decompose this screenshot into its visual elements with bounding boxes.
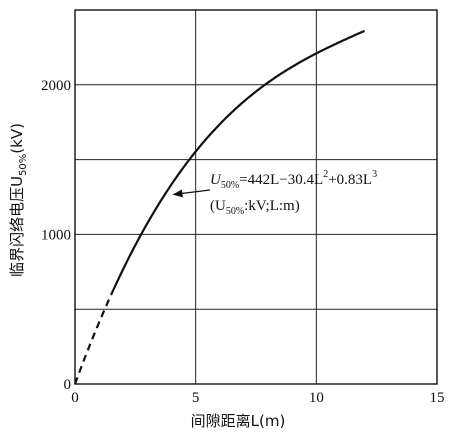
x-axis-title: 间隙距离L(m) [191,412,286,430]
y-tick-label-1000: 1000 [41,227,71,243]
x-tick-label-15: 15 [430,390,445,406]
y-axis-title-sub: 50% [18,154,29,176]
x-tick-label-10: 10 [309,390,324,406]
series-layer [73,29,366,385]
y-tick-label-2000: 2000 [41,78,71,94]
formula-annotation: U50%=442L−30.4L2+0.83L3 (U50%:kV;L:m) [172,169,377,217]
formula-line: U50%=442L−30.4L2+0.83L3 [210,169,377,191]
grid-lines [75,10,437,384]
x-tick-label-0: 0 [71,390,79,406]
y-axis-title-main: 临界闪络电压U [8,176,26,277]
tick-labels: 0 5 10 15 0 1000 2000 [41,78,445,406]
plot-frame [74,9,438,385]
y-tick-label-0: 0 [64,377,72,393]
curve-solid-segment [110,29,366,296]
annotation-arrow [172,189,211,198]
y-axis-title-unit: (kV) [8,123,26,154]
y-axis-title: 临界闪络电压U50%(kV) [8,123,29,277]
x-tick-label-5: 5 [192,390,200,406]
curve-dashed-segment [73,294,113,385]
units-line: (U50%:kV;L:m) [210,198,300,217]
